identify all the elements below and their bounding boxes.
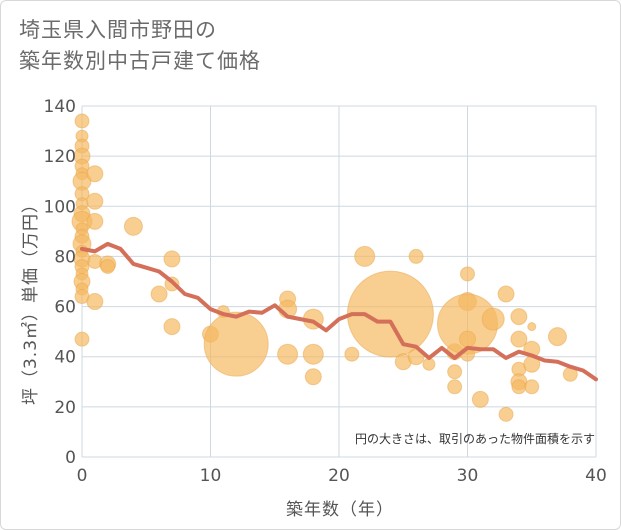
bubble-point-33 xyxy=(163,318,181,336)
bubble-point-53 xyxy=(460,266,475,282)
bubble-point-70 xyxy=(524,379,540,395)
bubble-point-51 xyxy=(447,364,463,380)
x-tick-label-1: 10 xyxy=(200,466,222,486)
bubble-point-66 xyxy=(511,379,527,395)
y-tick-label-7: 140 xyxy=(44,97,76,117)
bubble-series xyxy=(71,113,578,422)
bubble-point-0 xyxy=(74,113,90,129)
bubble-point-23 xyxy=(86,192,104,210)
bubble-point-28 xyxy=(100,258,116,274)
chart-title-line-1: 埼玉県入間市野田の xyxy=(19,18,217,42)
bubble-point-29 xyxy=(123,216,143,236)
chart-title-line-2: 築年数別中古戸建て価格 xyxy=(19,49,261,73)
bubble-point-21 xyxy=(74,331,90,347)
bubble-point-41 xyxy=(302,343,324,365)
trend-line-series xyxy=(80,241,598,382)
bubble-point-61 xyxy=(498,406,514,422)
bubble-point-62 xyxy=(510,308,528,326)
bubble-point-22 xyxy=(86,165,104,183)
x-tick-label-0: 0 xyxy=(77,466,88,486)
bubble-point-39 xyxy=(277,343,299,365)
x-axis-title: 築年数（年） xyxy=(286,500,394,520)
bubble-point-49 xyxy=(422,357,436,371)
bubble-point-30 xyxy=(150,285,168,303)
chart-title: 埼玉県入間市野田の 築年数別中古戸建て価格 xyxy=(19,15,261,77)
x-tick-label-4: 40 xyxy=(585,466,607,486)
bubble-point-71 xyxy=(547,327,567,347)
grid-lines xyxy=(81,105,597,458)
bubble-point-56 xyxy=(459,330,476,348)
bubble-point-52 xyxy=(447,379,463,395)
bubble-point-59 xyxy=(481,307,505,331)
y-axis-title: 坪（3.3㎡）単価（万円） xyxy=(21,195,41,405)
trend-line xyxy=(80,241,598,382)
bubble-point-58 xyxy=(471,390,489,408)
y-tick-label-1: 20 xyxy=(54,398,76,418)
y-tick-label-0: 0 xyxy=(65,448,76,468)
x-tick-label-3: 30 xyxy=(457,466,479,486)
y-axis-ticks: 0 20 40 60 80 100 120 140 xyxy=(44,97,76,468)
y-tick-label-4: 80 xyxy=(54,247,76,267)
bubble-point-26 xyxy=(86,293,104,311)
x-axis-ticks: 0 10 20 30 40 xyxy=(77,466,607,486)
bubble-point-43 xyxy=(344,346,360,362)
bubble-point-36 xyxy=(203,311,269,377)
bubble-point-24 xyxy=(86,212,104,230)
y-tick-label-3: 60 xyxy=(54,298,76,318)
bubble-point-63 xyxy=(510,330,528,348)
bubble-point-67 xyxy=(527,322,537,332)
x-tick-label-2: 20 xyxy=(328,466,350,486)
y-tick-label-2: 40 xyxy=(54,348,76,368)
bubble-point-31 xyxy=(163,250,181,268)
bubble-point-60 xyxy=(497,285,515,303)
y-tick-label-6: 120 xyxy=(44,147,76,167)
bubble-point-44 xyxy=(354,245,376,267)
bubble-point-42 xyxy=(304,368,322,386)
bubble-size-note: 円の大きさは、取引のあった物件面積を示す xyxy=(355,431,595,446)
y-tick-label-5: 100 xyxy=(44,197,76,217)
bubble-point-47 xyxy=(408,248,424,264)
